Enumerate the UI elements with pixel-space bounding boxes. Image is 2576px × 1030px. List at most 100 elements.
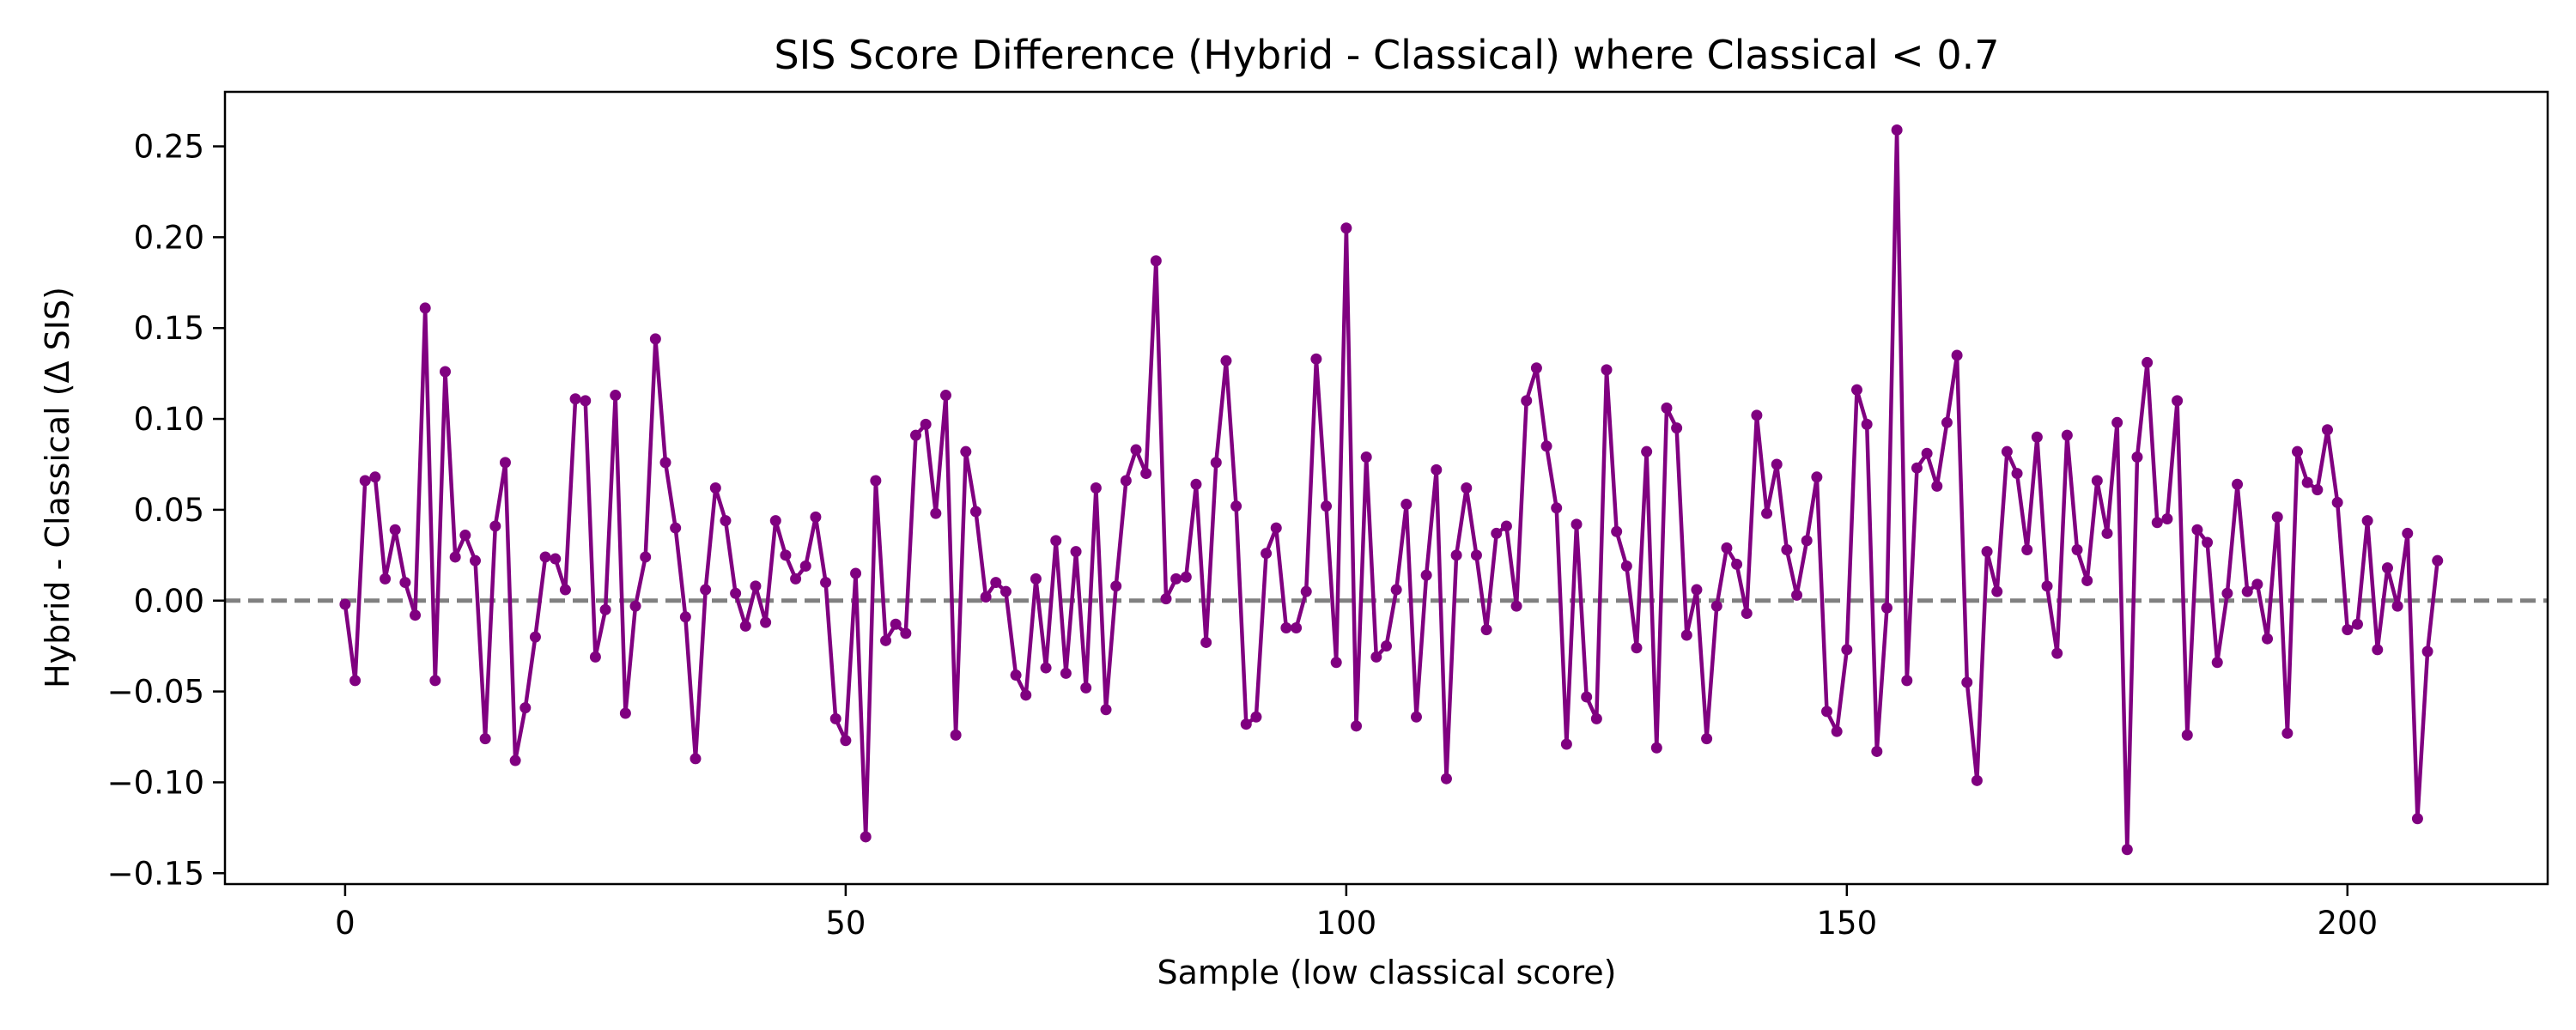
data-point <box>2361 515 2373 527</box>
series-line <box>343 128 2439 852</box>
data-point <box>1671 422 1683 434</box>
data-point <box>1721 542 1733 554</box>
data-point <box>799 560 811 573</box>
data-point <box>2161 512 2173 524</box>
data-point <box>1811 471 1823 483</box>
data-point <box>1491 527 1503 539</box>
data-point <box>1100 704 1112 716</box>
data-point <box>619 707 631 719</box>
data-point <box>2421 645 2433 657</box>
data-point <box>489 520 501 532</box>
data-point <box>1601 364 1613 376</box>
data-point <box>2151 517 2163 529</box>
data-point <box>410 609 422 621</box>
data-point <box>1270 522 1282 534</box>
data-point <box>640 551 652 563</box>
data-point <box>2402 527 2414 539</box>
data-point <box>700 584 712 596</box>
data-point <box>709 482 721 494</box>
x-tick-label: 200 <box>2317 905 2378 942</box>
data-point <box>559 584 571 596</box>
data-point <box>449 551 461 563</box>
data-point <box>1530 362 1542 374</box>
data-point <box>339 598 351 610</box>
data-point <box>1370 651 1382 663</box>
data-point <box>1470 549 1482 561</box>
data-point <box>2131 451 2143 464</box>
data-point <box>1731 558 1743 570</box>
data-point <box>939 390 951 402</box>
data-point <box>1611 525 1623 537</box>
data-point <box>1050 535 1062 547</box>
y-tick-label: −0.10 <box>107 764 204 801</box>
data-point <box>880 634 892 646</box>
data-point <box>730 587 742 599</box>
data-point <box>769 515 781 527</box>
data-point <box>1351 720 1363 732</box>
data-point <box>910 429 922 441</box>
x-axis-label: Sample (low classical score) <box>1157 954 1617 991</box>
data-point <box>389 524 401 536</box>
data-point <box>1390 584 1402 596</box>
data-point <box>1240 718 1252 730</box>
data-point <box>2411 813 2423 825</box>
data-point <box>589 651 601 663</box>
data-point <box>469 554 481 566</box>
data-point <box>529 631 541 643</box>
data-point <box>2041 580 2053 592</box>
data-point <box>479 733 491 745</box>
data-point <box>1400 499 1413 511</box>
data-point <box>2381 562 2393 574</box>
data-point <box>790 573 802 585</box>
data-point <box>960 445 972 457</box>
data-point <box>1831 725 1843 737</box>
data-point <box>999 585 1012 597</box>
data-point <box>1220 354 1232 367</box>
data-point <box>930 507 942 519</box>
x-tick-label: 0 <box>335 905 355 942</box>
data-point <box>1130 444 1142 456</box>
data-point <box>1801 535 1813 547</box>
y-tick-label: 0.15 <box>134 310 204 347</box>
data-point <box>1030 573 1042 585</box>
data-point <box>1620 560 1632 573</box>
data-point <box>969 506 981 518</box>
data-point <box>1571 518 1583 530</box>
data-point <box>1450 549 1462 561</box>
data-point <box>1680 629 1692 641</box>
data-point <box>1170 573 1182 585</box>
data-point <box>990 577 1002 589</box>
data-point <box>659 457 671 469</box>
data-point <box>1781 543 1793 555</box>
data-point <box>1941 416 1953 428</box>
y-tick-label: 0.10 <box>134 401 204 438</box>
data-point <box>2081 574 2093 586</box>
data-point <box>2181 729 2193 741</box>
x-tick-label: 150 <box>1817 905 1878 942</box>
data-point <box>1771 458 1783 470</box>
data-point <box>1291 622 1303 634</box>
data-point <box>739 620 751 632</box>
data-point <box>1590 712 1602 724</box>
data-point <box>2251 579 2263 591</box>
data-point <box>539 551 551 563</box>
data-point <box>419 302 431 314</box>
data-point <box>2051 647 2063 659</box>
data-point <box>2331 496 2343 508</box>
data-point <box>1761 507 1773 519</box>
data-point <box>1641 445 1653 457</box>
data-point <box>1560 738 1572 750</box>
data-point <box>2372 644 2384 656</box>
data-point <box>2071 543 2083 555</box>
data-point <box>1250 711 1262 723</box>
data-point <box>1701 733 1713 745</box>
data-point <box>1410 711 1422 723</box>
y-tick-label: 0.25 <box>134 129 204 166</box>
data-point <box>359 475 371 487</box>
data-point <box>1431 464 1443 476</box>
x-tick-label: 100 <box>1316 905 1377 942</box>
data-point <box>920 418 932 430</box>
data-point <box>1871 745 1883 757</box>
data-point <box>369 471 381 483</box>
